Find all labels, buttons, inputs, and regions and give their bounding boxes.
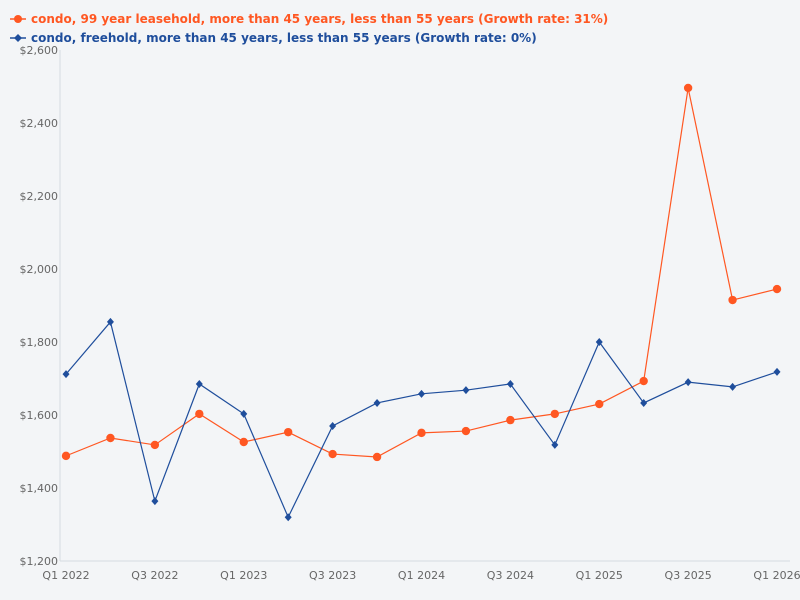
data-point — [773, 367, 781, 376]
legend-item-freehold[interactable]: condo, freehold, more than 45 years, les… — [10, 28, 608, 47]
series-line — [65, 87, 778, 458]
data-point — [728, 295, 737, 305]
data-point — [151, 497, 159, 506]
data-point — [329, 421, 337, 430]
data-point — [461, 426, 471, 436]
data-point — [506, 415, 515, 425]
data-point — [283, 427, 293, 437]
data-point — [551, 440, 559, 449]
data-point — [506, 379, 514, 388]
data-point — [772, 284, 782, 294]
legend: condo, 99 year leasehold, more than 45 y… — [10, 9, 608, 47]
data-point — [595, 338, 603, 346]
y-tick-label: $1,800 — [20, 336, 59, 349]
data-point — [240, 409, 248, 418]
data-point — [683, 83, 693, 93]
data-point — [106, 317, 114, 326]
y-tick-label: $1,600 — [20, 409, 59, 422]
legend-label: condo, 99 year leasehold, more than 45 y… — [31, 11, 609, 26]
x-tick-label: Q3 2023 — [309, 569, 356, 582]
x-tick-label: Q3 2025 — [665, 569, 712, 582]
data-point — [640, 398, 648, 407]
data-point — [61, 451, 71, 461]
y-tick-label: $2,200 — [20, 190, 59, 203]
data-point — [639, 376, 648, 386]
x-tick-label: Q3 2022 — [131, 569, 178, 582]
series-line — [65, 320, 778, 519]
data-point — [373, 398, 381, 407]
data-point — [684, 378, 692, 387]
data-point — [595, 399, 604, 409]
data-point — [328, 449, 337, 459]
y-tick-label: $1,400 — [20, 482, 59, 495]
data-point — [239, 437, 248, 447]
x-tick-label: Q1 2024 — [398, 569, 445, 582]
legend-item-leasehold[interactable]: condo, 99 year leasehold, more than 45 y… — [10, 9, 608, 28]
y-tick-label: $2,600 — [20, 44, 59, 57]
x-tick-label: Q1 2022 — [42, 569, 89, 582]
data-point — [195, 379, 203, 388]
y-tick-label: $2,400 — [20, 117, 59, 130]
data-point — [284, 513, 292, 522]
data-point — [372, 452, 382, 462]
legend-label: condo, freehold, more than 45 years, les… — [31, 30, 537, 45]
diamond-marker-icon — [10, 33, 26, 42]
data-point — [195, 409, 204, 419]
data-point — [550, 409, 560, 419]
y-tick-label: $2,000 — [20, 263, 59, 276]
x-tick-label: Q3 2024 — [487, 569, 534, 582]
x-tick-label: Q1 2025 — [576, 569, 623, 582]
data-point — [106, 433, 115, 443]
data-point — [418, 389, 425, 398]
data-point — [62, 370, 70, 379]
x-tick-label: Q1 2023 — [220, 569, 267, 582]
data-point — [462, 386, 470, 395]
circle-marker-icon — [10, 14, 26, 23]
y-tick-label: $1,200 — [20, 555, 59, 568]
data-point — [417, 428, 426, 438]
x-tick-label: Q1 2026 — [753, 569, 800, 582]
data-point — [150, 440, 160, 450]
data-point — [729, 382, 737, 391]
